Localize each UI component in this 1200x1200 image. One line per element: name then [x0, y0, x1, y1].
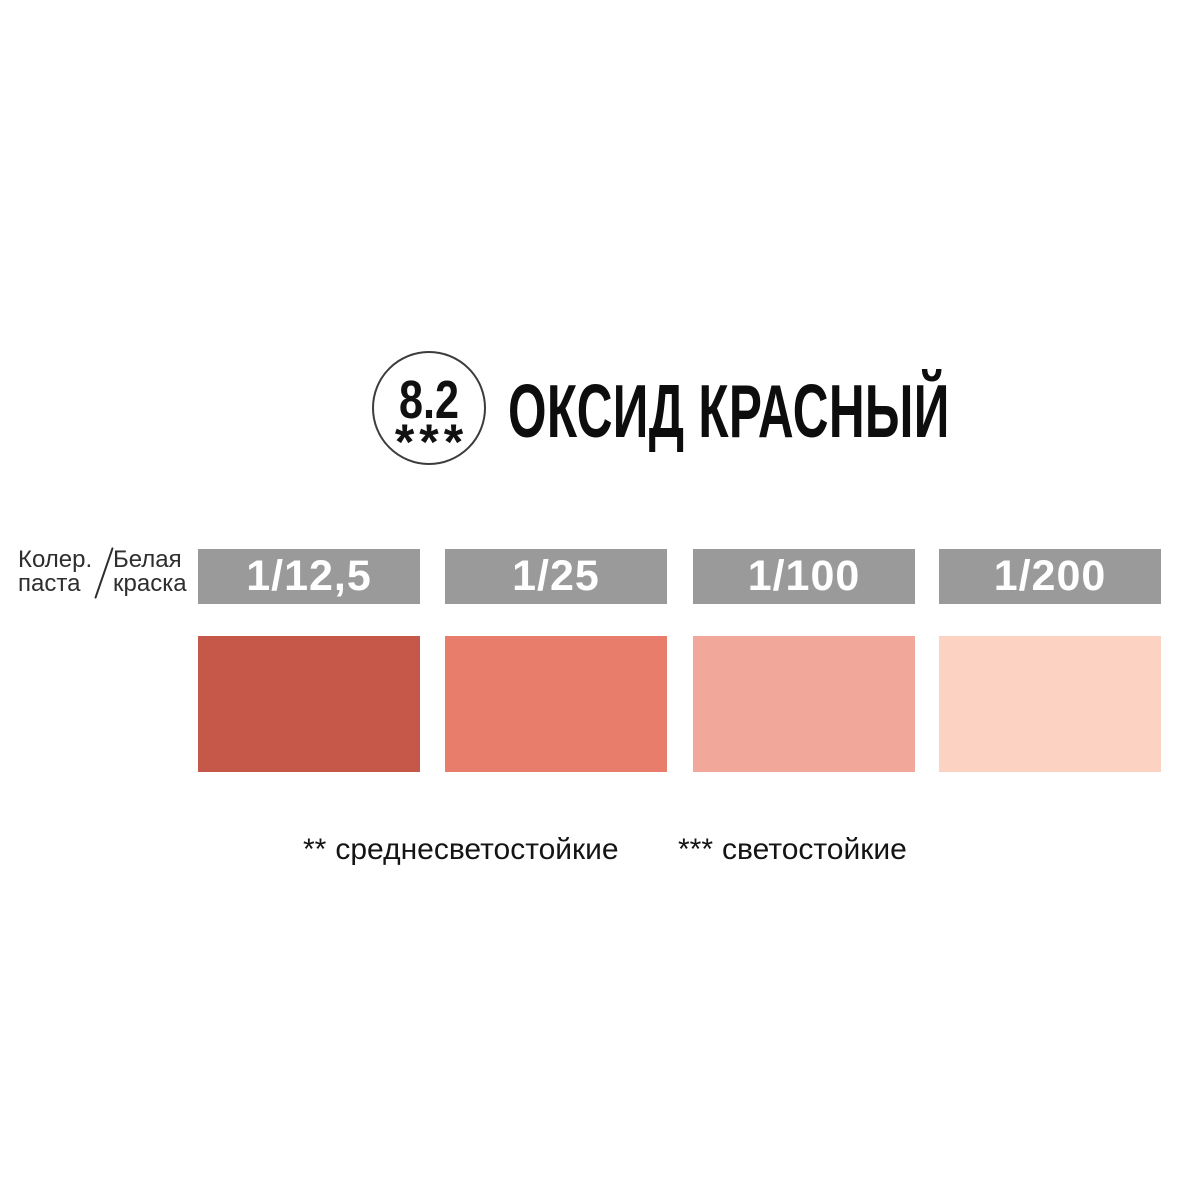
ratio-header-1-100: 1/100	[693, 549, 915, 604]
footnote-marker: ***	[678, 833, 714, 866]
lightfastness-stars-icon: ***	[394, 414, 469, 470]
color-swatch-1-200	[939, 636, 1161, 772]
ratio-caption-left-line2: паста	[18, 570, 81, 597]
footnote-lightfast: *** светостойкие	[678, 832, 907, 868]
ratio-caption-right-line2: краска	[113, 570, 187, 597]
footnote-medium-lightfast: ** среднесветостойкие	[303, 832, 619, 868]
ratio-label: 1/100	[747, 552, 861, 600]
pigment-index-badge: 8.2 ***	[372, 351, 486, 470]
slash-divider	[94, 547, 114, 599]
ratio-header-1-12-5: 1/12,5	[198, 549, 420, 604]
footnote-text: светостойкие	[722, 833, 907, 866]
footnote-text: среднесветостойкие	[335, 833, 619, 866]
ratio-label: 1/12,5	[246, 552, 372, 600]
ratio-caption-right-line1: Белая	[113, 546, 182, 573]
color-swatch-1-25	[445, 636, 667, 772]
ratio-caption-left-line1: Колер.	[18, 546, 93, 573]
ratio-caption-left: Колер. паста	[18, 548, 92, 596]
pigment-index-number: 8.2	[398, 370, 460, 430]
color-swatch-1-100	[693, 636, 915, 772]
ratio-header-1-200: 1/200	[939, 549, 1161, 604]
color-swatch-1-12-5	[198, 636, 420, 772]
footnote-marker: **	[303, 833, 327, 866]
ratio-label: 1/200	[993, 552, 1107, 600]
ratio-caption-right: Белая краска	[113, 548, 187, 596]
ratio-label: 1/25	[512, 552, 600, 600]
ratio-header-1-25: 1/25	[445, 549, 667, 604]
page-title: ОКСИД КРАСНЫЙ	[508, 369, 950, 453]
